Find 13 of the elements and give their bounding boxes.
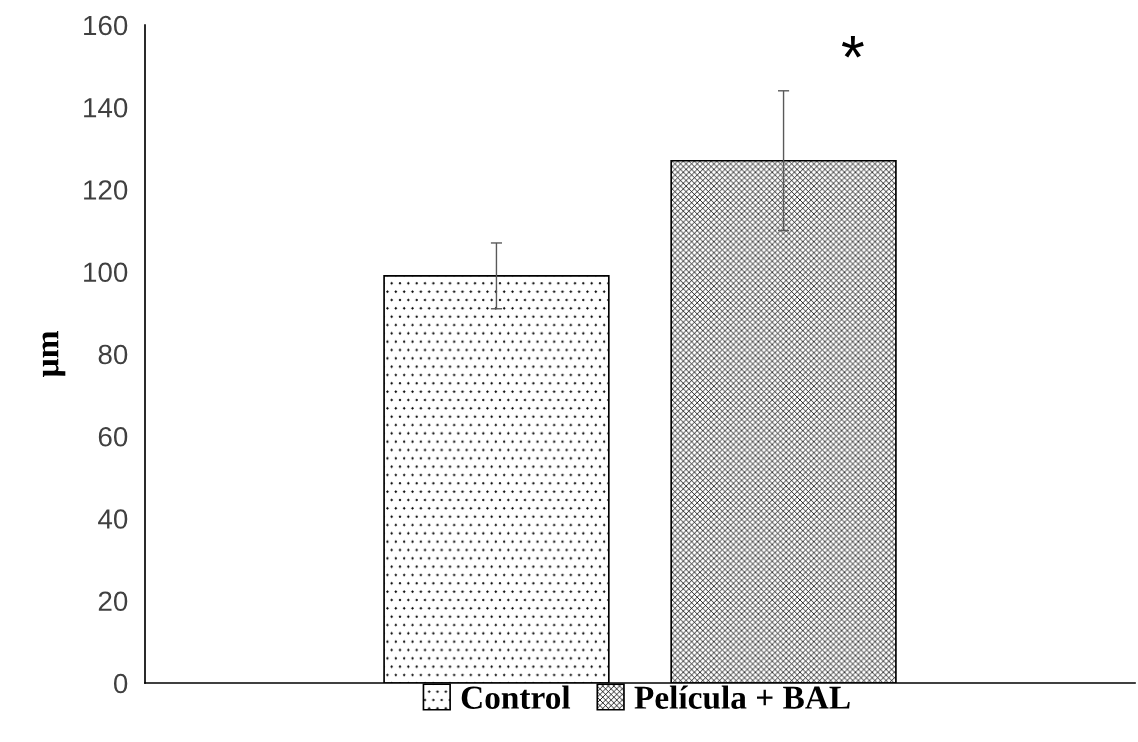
y-tick-label: 80: [98, 344, 128, 365]
y-tick-label: 20: [98, 591, 128, 612]
y-tick-label: 60: [98, 426, 128, 447]
y-tick-label: 120: [84, 180, 128, 200]
legend-label: Película + BAL: [634, 685, 850, 710]
y-axis-title: µm: [42, 331, 66, 377]
y-tick-label: 0: [113, 673, 128, 694]
legend-label: Control: [461, 685, 571, 709]
annotation: *: [841, 36, 864, 58]
y-tick-label: 40: [98, 509, 128, 529]
y-tick-label: 100: [84, 262, 128, 283]
y-tick-label: 140: [84, 97, 128, 118]
y-tick-label: 160: [84, 15, 128, 36]
